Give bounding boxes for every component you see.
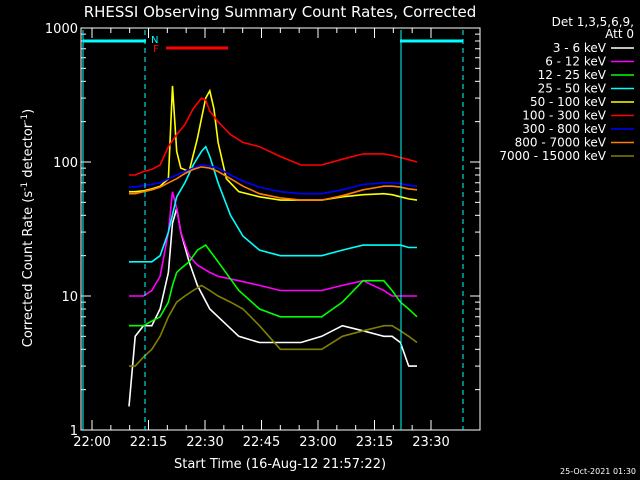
x-tick-label: 23:00 [299, 435, 336, 450]
y-tick-label: 100 [53, 156, 78, 171]
legend-label-3: 25 - 50 keV [538, 82, 607, 96]
series-layer [128, 85, 418, 407]
y-axis-label-sup2: -1 [20, 114, 30, 123]
legend-label-0: 3 - 6 keV [553, 41, 607, 55]
legend-label-5: 100 - 300 keV [522, 109, 606, 123]
series-line-0 [128, 208, 417, 407]
x-tick-label: 22:15 [130, 435, 167, 450]
series-line-8 [129, 284, 418, 367]
legend-label-8: 7000 - 15000 keV [499, 149, 606, 163]
legend-label-2: 12 - 25 keV [538, 68, 607, 82]
plot-border [80, 27, 481, 431]
series-line-3 [129, 145, 417, 263]
y-tick-labels: 1 10 100 1000 [45, 22, 78, 439]
y-axis-label-sup1: -1 [20, 182, 30, 191]
x-tick-label: 23:15 [356, 435, 393, 450]
series-line-5 [129, 97, 418, 176]
x-axis-label: Start Time (16-Aug-12 21:57:22) [174, 457, 386, 472]
legend-header-line1: Det 1,3,5,6,9, [552, 15, 634, 29]
flare-flag-label: F [153, 44, 159, 55]
x-tick-label: 22:00 [73, 435, 110, 450]
y-tick-label: 1 [70, 424, 78, 439]
x-tick-labels: 22:00 22:15 22:30 22:45 23:00 23:15 23:30 [73, 435, 449, 450]
series-line-7 [129, 166, 418, 201]
footer-timestamp: 25-Oct-2021 01:30 [560, 467, 636, 476]
x-tick-label: 22:30 [186, 435, 223, 450]
series-line-6 [129, 164, 418, 195]
legend-label-4: 50 - 100 keV [530, 95, 607, 109]
y-tick-label: 1000 [45, 22, 78, 37]
series-line-4 [129, 85, 418, 201]
x-tick-label: 23:30 [412, 435, 449, 450]
plot-frame [80, 27, 481, 431]
y-tick-label: 10 [61, 290, 78, 305]
legend-label-7: 800 - 7000 keV [515, 136, 607, 150]
y-axis-label-main: Corrected Count Rate (s [21, 191, 36, 348]
y-axis-label-mid: detector [21, 122, 36, 182]
x-tick-label: 22:45 [243, 435, 280, 450]
legend-header-line2: Att 0 [605, 27, 634, 41]
y-axis-label-end: ) [21, 109, 36, 114]
series-line-1 [129, 191, 417, 297]
y-axis-label: Corrected Count Rate (s-1 detector-1) [20, 109, 36, 347]
series-line-2 [129, 244, 418, 327]
legend-label-1: 6 - 12 keV [545, 55, 607, 69]
overlay-layer: NF [82, 30, 464, 430]
night-flag-label: N [151, 35, 158, 46]
chart-title: RHESSI Observing Summary Count Rates, Co… [84, 3, 477, 21]
legend-label-6: 300 - 800 keV [522, 122, 606, 136]
